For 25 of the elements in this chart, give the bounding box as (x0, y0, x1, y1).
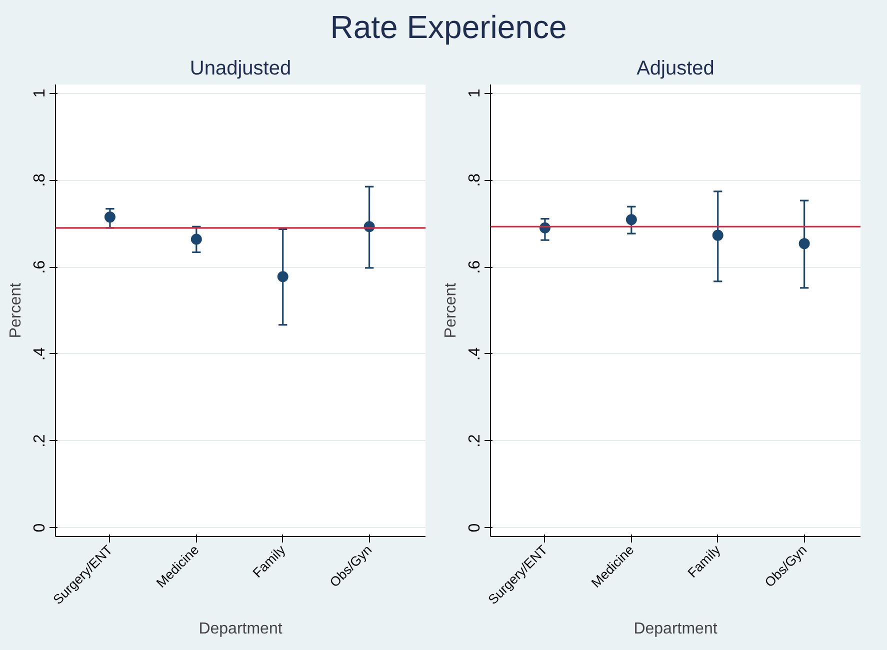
y-tick-label: 0 (466, 523, 484, 532)
point (798, 238, 810, 250)
y-tick-label: .8 (466, 173, 484, 187)
x-axis-title: Department (634, 620, 718, 638)
y-tick-label: 1 (32, 88, 48, 98)
text: Rate Experience (330, 8, 567, 47)
y-tick-label: 1 (466, 88, 484, 98)
point (104, 212, 116, 223)
y-axis-title: Percent (442, 282, 460, 338)
y-tick-label: .2 (466, 434, 484, 448)
x-axis-title: Department (198, 620, 283, 638)
y-tick-label: .2 (32, 434, 48, 448)
y-tick-label: .4 (466, 347, 484, 361)
point (712, 230, 724, 241)
point (277, 271, 288, 282)
point (190, 234, 202, 245)
chart-title: Unadjusted (190, 58, 292, 80)
chart-title: Adjusted (636, 58, 714, 80)
y-tick-label: 0 (32, 523, 48, 532)
y-tick-label: .6 (466, 260, 484, 274)
y-axis-title: Percent (8, 282, 24, 338)
y-tick-label: .6 (32, 260, 48, 274)
y-tick-label: .8 (32, 173, 48, 187)
y-tick-label: .4 (32, 347, 48, 361)
point (626, 214, 637, 226)
